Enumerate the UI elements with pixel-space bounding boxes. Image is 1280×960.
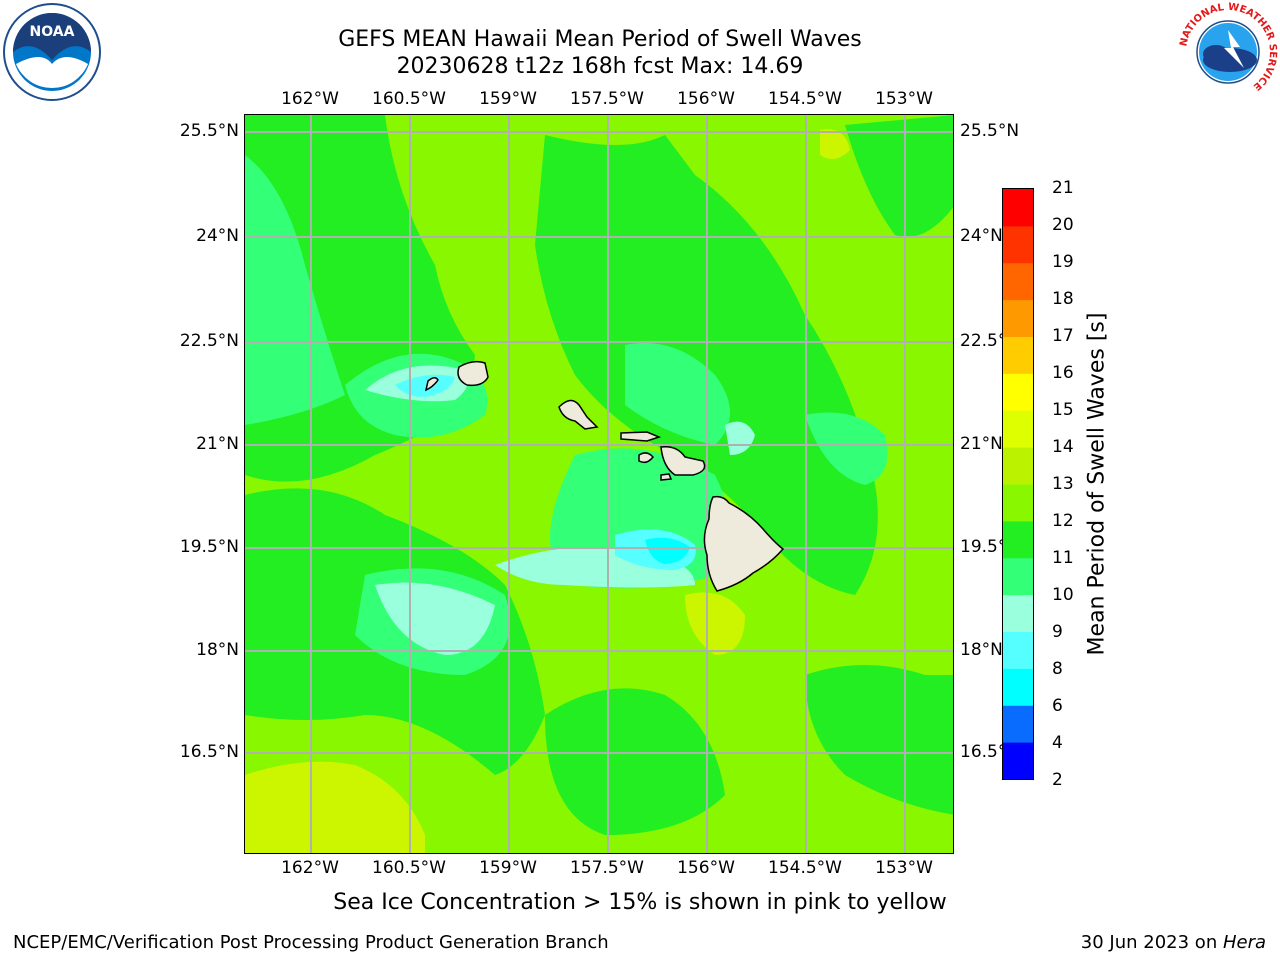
colorbar-tick: 2 bbox=[1052, 770, 1063, 790]
colorbar-title: Mean Period of Swell Waves [s] bbox=[1084, 312, 1110, 656]
colorbar-tick: 6 bbox=[1052, 696, 1063, 716]
colorbar-segment bbox=[1003, 225, 1033, 264]
footer-date-text: 30 Jun 2023 on bbox=[1080, 932, 1223, 953]
colorbar-tick: 12 bbox=[1052, 511, 1074, 531]
nws-logo: NATIONAL WEATHER SERVICE bbox=[1178, 2, 1278, 102]
graticule bbox=[245, 115, 953, 853]
colorbar-tick: 21 bbox=[1052, 178, 1074, 198]
lat-tick-right: 25.5°N bbox=[960, 121, 1020, 141]
lon-tick-bottom: 162°W bbox=[281, 858, 339, 878]
lat-tick-left: 25.5°N bbox=[179, 121, 239, 141]
islands bbox=[424, 360, 785, 592]
colorbar-tick: 9 bbox=[1052, 622, 1063, 642]
colorbar-segment bbox=[1003, 520, 1033, 559]
lat-tick-left: 22.5°N bbox=[179, 331, 239, 351]
lon-tick-bottom: 154.5°W bbox=[768, 858, 842, 878]
lat-tick-left: 24°N bbox=[196, 226, 239, 246]
colorbar bbox=[1002, 188, 1034, 780]
colorbar-tick: 14 bbox=[1052, 437, 1074, 457]
lon-tick-bottom: 160.5°W bbox=[372, 858, 446, 878]
lat-tick-right: 18°N bbox=[960, 640, 1003, 660]
colorbar-segment bbox=[1003, 705, 1033, 743]
contour-11s-south bbox=[545, 688, 725, 835]
contour-13s-kona bbox=[685, 592, 745, 655]
map-svg bbox=[245, 115, 953, 853]
island-lanai bbox=[638, 452, 654, 464]
contour-13s-north bbox=[820, 129, 850, 159]
contour-9s-south bbox=[375, 582, 495, 655]
colorbar-tick: 15 bbox=[1052, 400, 1074, 420]
footer-credit: NCEP/EMC/Verification Post Processing Pr… bbox=[13, 932, 609, 953]
lon-tick-top: 157.5°W bbox=[570, 89, 644, 109]
lon-tick-bottom: 159°W bbox=[479, 858, 537, 878]
footer-host: Hera bbox=[1222, 932, 1266, 953]
island-big-island bbox=[703, 495, 785, 592]
contour-6s-lee bbox=[645, 537, 690, 564]
colorbar-tick: 10 bbox=[1052, 585, 1074, 605]
contour-13s-southwest bbox=[245, 761, 425, 853]
colorbar-segment bbox=[1003, 299, 1033, 338]
lat-tick-right: 24°N bbox=[960, 226, 1003, 246]
swell-period-map bbox=[244, 114, 954, 854]
lon-tick-top: 153°W bbox=[875, 89, 933, 109]
contour-11s-northeast bbox=[845, 115, 953, 237]
colorbar-segment bbox=[1003, 668, 1033, 706]
island-kauai bbox=[457, 360, 489, 387]
lat-tick-left: 19.5°N bbox=[179, 537, 239, 557]
island-kahoolawe bbox=[660, 473, 673, 481]
lon-tick-bottom: 156°W bbox=[677, 858, 735, 878]
colorbar-segment bbox=[1003, 373, 1033, 411]
island-molokai bbox=[620, 431, 662, 442]
colorbar-tick: 11 bbox=[1052, 548, 1074, 568]
footer-date: 30 Jun 2023 on Hera bbox=[1081, 932, 1266, 953]
lon-tick-top: 162°W bbox=[281, 89, 339, 109]
map-subtitle: 20230628 t12z 168h fcst Max: 14.69 bbox=[396, 54, 804, 79]
lon-tick-top: 159°W bbox=[479, 89, 537, 109]
contour-9s-east bbox=[725, 421, 755, 455]
map-title: GEFS MEAN Hawaii Mean Period of Swell Wa… bbox=[338, 27, 862, 52]
colorbar-segment bbox=[1003, 557, 1033, 596]
colorbar-tick: 19 bbox=[1052, 252, 1074, 272]
colorbar-segment bbox=[1003, 410, 1033, 448]
colorbar-tick: 17 bbox=[1052, 326, 1074, 346]
contour-10s-oahu bbox=[625, 343, 730, 445]
island-niihau bbox=[424, 377, 439, 392]
colorbar-segment bbox=[1003, 262, 1033, 301]
colorbar-segment bbox=[1003, 594, 1033, 633]
lon-tick-bottom: 157.5°W bbox=[570, 858, 644, 878]
colorbar-segment bbox=[1003, 336, 1033, 374]
sea-ice-note: Sea Ice Concentration > 15% is shown in … bbox=[333, 890, 947, 915]
colorbar-tick: 18 bbox=[1052, 289, 1074, 309]
contour-10s-west bbox=[245, 155, 345, 425]
lat-tick-left: 16.5°N bbox=[179, 742, 239, 762]
island-maui bbox=[660, 445, 706, 476]
lat-tick-left: 21°N bbox=[196, 434, 239, 454]
colorbar-tick: 8 bbox=[1052, 659, 1063, 679]
lat-tick-right: 21°N bbox=[960, 434, 1003, 454]
noaa-logo: NOAA bbox=[2, 2, 102, 102]
colorbar-tick: 13 bbox=[1052, 474, 1074, 494]
lon-tick-top: 156°W bbox=[677, 89, 735, 109]
colorbar-segment bbox=[1003, 631, 1033, 669]
contour-11s-southeast bbox=[805, 665, 953, 815]
colorbar-segment bbox=[1003, 484, 1033, 522]
lon-tick-bottom: 153°W bbox=[875, 858, 933, 878]
colorbar-svg bbox=[1003, 189, 1033, 780]
colorbar-segment bbox=[1003, 447, 1033, 485]
lat-tick-left: 18°N bbox=[196, 640, 239, 660]
colorbar-tick: 4 bbox=[1052, 733, 1063, 753]
noaa-logo-text: NOAA bbox=[30, 24, 75, 40]
lon-tick-top: 154.5°W bbox=[768, 89, 842, 109]
colorbar-tick: 16 bbox=[1052, 363, 1074, 383]
island-oahu bbox=[558, 399, 599, 430]
colorbar-segment bbox=[1003, 742, 1033, 780]
contour-10s-east bbox=[805, 412, 888, 485]
colorbar-tick: 20 bbox=[1052, 215, 1074, 235]
lon-tick-top: 160.5°W bbox=[372, 89, 446, 109]
colorbar-segment bbox=[1003, 189, 1033, 227]
